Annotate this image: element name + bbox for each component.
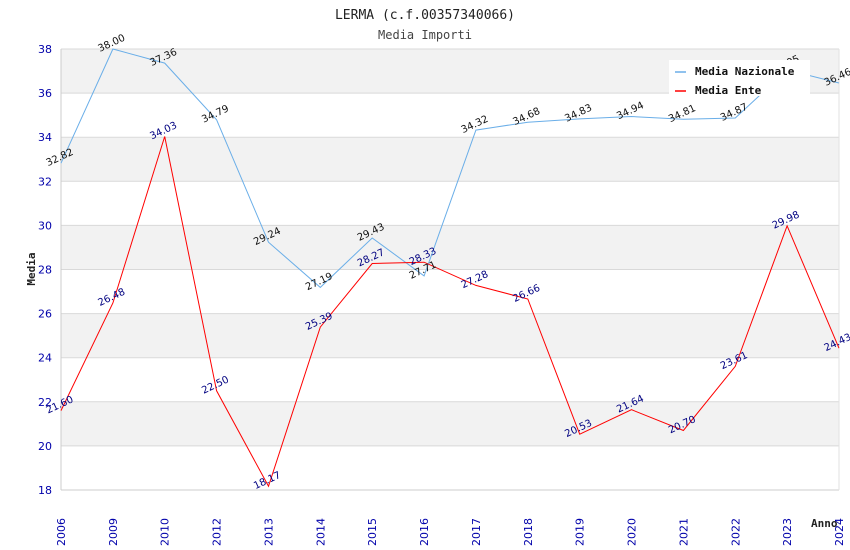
legend-label-media-ente: Media Ente — [695, 84, 762, 97]
legend: Media Nazionale Media Ente — [669, 60, 810, 97]
y-tick-label: 24 — [38, 352, 52, 365]
x-tick-label: 2013 — [262, 518, 275, 546]
y-tick-label: 20 — [38, 440, 52, 453]
data-label-media-nazionale: 34.83 — [563, 103, 594, 125]
y-tick-labels: 18 20 22 24 26 28 30 32 34 36 38 — [38, 43, 52, 497]
y-axis-label: Media — [25, 252, 38, 285]
y-tick-label: 22 — [38, 396, 52, 409]
plot-band — [61, 225, 839, 270]
data-label-media-ente: 18.17 — [252, 470, 283, 492]
x-tick-label: 2019 — [574, 518, 587, 546]
y-tick-label: 30 — [38, 219, 52, 232]
x-tick-label: 2020 — [626, 518, 639, 546]
data-label-media-nazionale: 34.94 — [615, 100, 646, 122]
chart-title: LERMA (c.f.00357340066) — [335, 8, 515, 23]
y-tick-label: 34 — [38, 131, 52, 144]
x-tick-label: 2017 — [470, 518, 483, 546]
x-tick-label: 2021 — [677, 518, 690, 546]
data-label-media-nazionale: 27.19 — [304, 271, 335, 293]
data-label-media-nazionale: 34.81 — [667, 103, 698, 125]
legend-box — [669, 60, 810, 96]
x-tick-label: 2024 — [833, 518, 846, 546]
series-line-media-nazionale — [60, 48, 840, 289]
data-label-media-ente: 26.66 — [511, 283, 542, 305]
y-tick-label: 36 — [38, 87, 52, 100]
y-tick-label: 38 — [38, 43, 52, 56]
x-tick-label: 2016 — [418, 518, 431, 546]
x-tick-label: 2010 — [159, 518, 172, 546]
y-tick-label: 18 — [38, 484, 52, 497]
legend-label-media-nazionale: Media Nazionale — [695, 65, 795, 78]
series-lines — [60, 48, 840, 488]
data-label-media-nazionale: 34.87 — [719, 102, 750, 124]
x-tick-label: 2014 — [314, 518, 327, 546]
plot-band — [61, 137, 839, 182]
data-label-media-nazionale: 34.68 — [511, 106, 542, 128]
x-tick-label: 2022 — [729, 518, 742, 546]
series-line-media-ente — [60, 136, 840, 488]
x-tick-label: 2009 — [107, 518, 120, 546]
x-tick-labels: 2006 2009 2010 2012 2013 2014 2015 2016 2017 2018… — [55, 518, 846, 546]
x-tick-label: 2023 — [781, 518, 794, 546]
plot-bands — [61, 49, 839, 446]
chart-subtitle: Media Importi — [378, 28, 472, 42]
x-tick-label: 2015 — [366, 518, 379, 546]
y-tick-label: 26 — [38, 308, 52, 321]
x-tick-label: 2006 — [55, 518, 68, 546]
axes — [60, 49, 840, 491]
data-label-media-ente: 22.50 — [200, 374, 231, 396]
x-axis-label: Anno — [811, 517, 838, 530]
y-tick-label: 32 — [38, 175, 52, 188]
plot-band — [61, 401, 839, 446]
x-tick-label: 2012 — [211, 518, 224, 546]
x-tick-label: 2018 — [522, 518, 535, 546]
plot-band — [61, 313, 839, 358]
y-tick-label: 28 — [38, 264, 52, 277]
